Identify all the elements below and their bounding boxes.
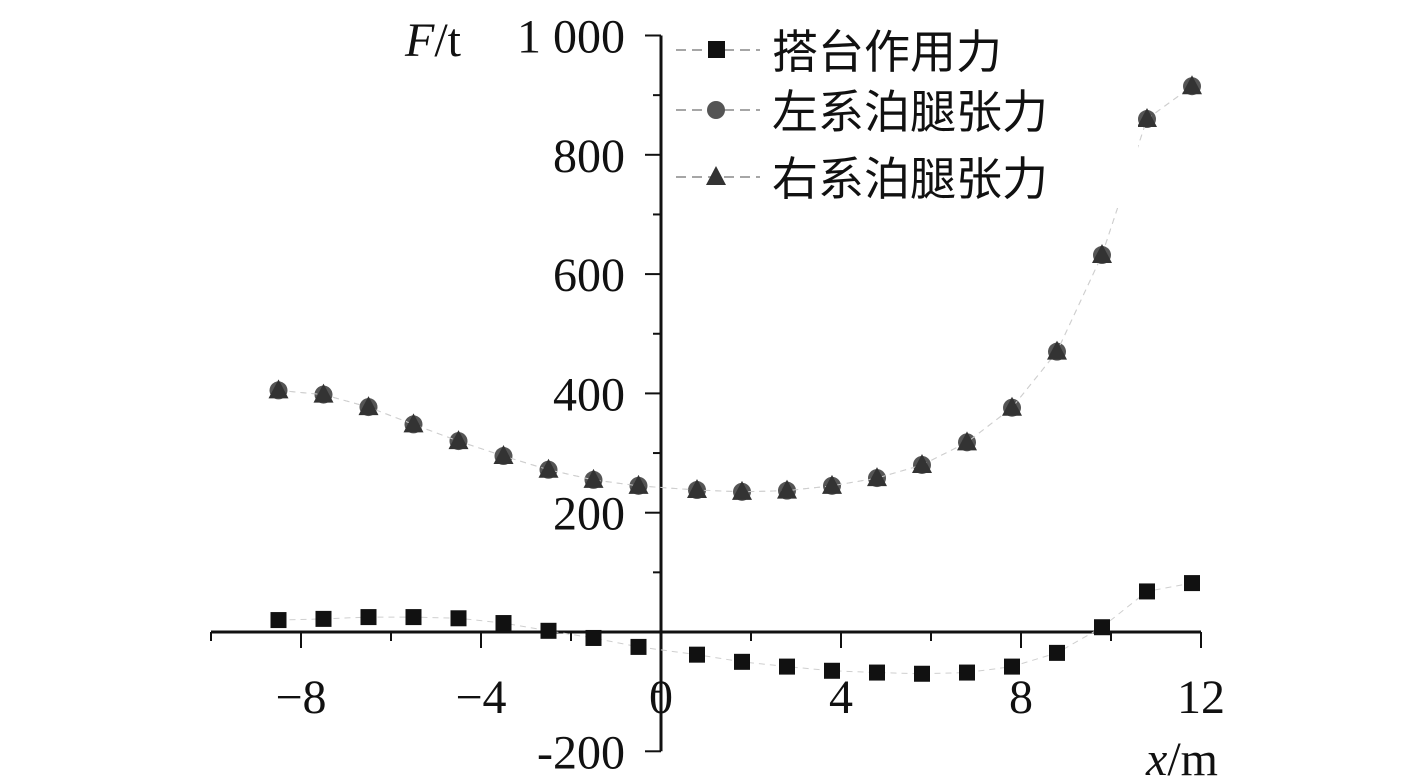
data-point-triangle xyxy=(583,468,604,488)
data-point-square xyxy=(585,629,602,646)
ticks-group xyxy=(210,34,1202,753)
data-point-square xyxy=(405,609,422,626)
data-point-square xyxy=(315,610,332,627)
x-axis-title-unit: /m xyxy=(1167,733,1218,780)
data-point-triangle xyxy=(403,413,424,433)
series-layer xyxy=(268,75,1202,682)
data-point-square xyxy=(270,612,287,629)
tick-labels-group: −8 −4 0 4 8 12 -200 200 400 600 800 1 000 xyxy=(275,11,1225,780)
data-point-triangle xyxy=(1137,108,1157,128)
y-tick-label: 200 xyxy=(553,488,625,541)
data-point-triangle xyxy=(313,383,334,403)
x-tick-label: −4 xyxy=(455,671,506,724)
data-point-square xyxy=(959,664,975,681)
y-tick-label: 600 xyxy=(553,249,625,302)
data-point-square xyxy=(630,638,647,655)
series-square xyxy=(270,575,1200,682)
y-tick-label: 1 000 xyxy=(517,11,625,64)
data-point-triangle xyxy=(1092,244,1112,264)
y-tick-label: 400 xyxy=(553,368,625,421)
y-tick-label: 800 xyxy=(553,130,625,183)
data-point-square xyxy=(495,615,512,632)
data-point-square xyxy=(914,665,930,682)
x-tick-label: 12 xyxy=(1177,671,1225,724)
data-point-triangle xyxy=(912,453,932,473)
data-point-triangle xyxy=(732,480,752,500)
x-tick-label: 4 xyxy=(829,671,853,724)
data-point-square xyxy=(540,622,557,639)
data-point-triangle xyxy=(777,479,797,499)
data-point-square xyxy=(1049,644,1065,661)
legend-circle-icon xyxy=(707,101,725,119)
legend-label-right-mooring: 右系泊腿张力 xyxy=(772,152,1048,206)
data-point-square xyxy=(689,646,705,663)
y-tick-label: -200 xyxy=(537,726,625,779)
legend-label-platform-force: 搭台作用力 xyxy=(772,25,1002,79)
data-point-square xyxy=(360,609,377,626)
data-point-triangle xyxy=(538,458,559,478)
data-point-triangle xyxy=(268,379,289,399)
legend-triangle-icon xyxy=(706,166,726,185)
data-point-square xyxy=(869,664,885,681)
data-point-square xyxy=(824,662,840,679)
legend-item-right-mooring: 右系泊腿张力 xyxy=(676,152,1048,206)
data-point-square xyxy=(1004,658,1020,675)
x-tick-label: −8 xyxy=(275,671,326,724)
data-point-triangle xyxy=(867,467,887,487)
data-point-square xyxy=(450,610,467,627)
series-triangle xyxy=(268,75,1202,500)
data-point-triangle xyxy=(358,396,379,416)
data-point-square xyxy=(734,653,750,670)
legend-item-left-mooring: 左系泊腿张力 xyxy=(676,85,1048,139)
y-axis-title-unit: /t xyxy=(434,14,461,67)
data-point-square xyxy=(779,658,795,675)
data-point-triangle xyxy=(957,431,977,451)
data-point-triangle xyxy=(687,479,707,499)
data-point-triangle xyxy=(628,474,649,494)
data-point-square xyxy=(1184,575,1200,592)
data-point-square xyxy=(1094,619,1110,636)
data-point-triangle xyxy=(822,474,842,494)
data-point-triangle xyxy=(493,445,514,465)
x-tick-label: 8 xyxy=(1009,671,1033,724)
legend-label-left-mooring: 左系泊腿张力 xyxy=(772,85,1048,139)
y-axis-title-variable: F xyxy=(404,14,435,67)
data-point-square xyxy=(1139,583,1155,600)
legend-square-icon xyxy=(708,41,725,58)
x-tick-label: 0 xyxy=(649,671,673,724)
y-axis-title: F/t xyxy=(404,14,462,67)
data-point-triangle xyxy=(448,430,469,450)
x-axis-title: x/m xyxy=(1145,733,1218,780)
data-point-triangle xyxy=(1047,340,1067,360)
legend: 搭台作用力 左系泊腿张力 右系泊腿张力 xyxy=(668,18,1138,208)
data-point-triangle xyxy=(1002,396,1022,416)
data-point-triangle xyxy=(1182,75,1202,95)
x-axis-title-variable: x xyxy=(1145,733,1167,780)
legend-item-platform-force: 搭台作用力 xyxy=(676,25,1002,79)
